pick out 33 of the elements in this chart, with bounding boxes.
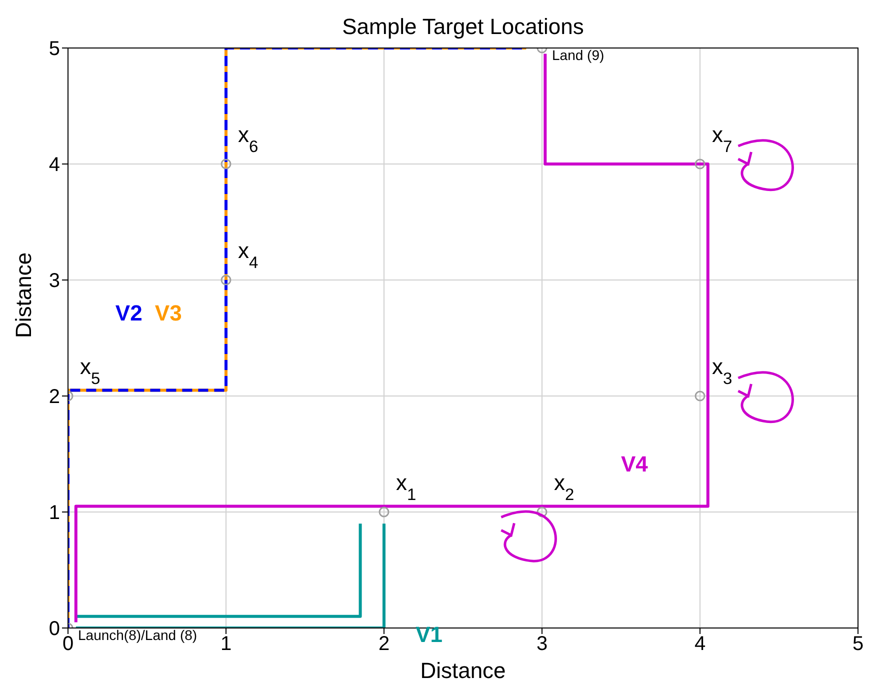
annotation: x$_{2}$: [554, 470, 574, 504]
x-tick-label: 4: [694, 633, 706, 656]
y-tick-label: 3: [48, 270, 60, 292]
x-tick-label: 2: [378, 633, 390, 656]
point: [220, 158, 232, 170]
x-tick-label: 3: [536, 633, 548, 656]
x-tick-label: 5: [852, 633, 864, 656]
annotation: x$_{5}$: [80, 354, 100, 388]
point: [694, 158, 706, 170]
chart-title: Sample Target Locations: [342, 14, 584, 39]
annotation: x$_{1}$: [396, 470, 416, 504]
point: [694, 390, 706, 402]
annotation: x$_{4}$: [238, 238, 258, 272]
y-tick-label: 2: [48, 386, 60, 408]
y-axis-title: Distance: [10, 252, 36, 338]
series-label: V4: [621, 451, 649, 476]
x-axis-title: Distance: [420, 658, 506, 683]
text: V2: [115, 300, 142, 326]
annotation: Launch(8)/Land (8): [78, 627, 198, 644]
series-label: V1: [416, 622, 443, 647]
point: [220, 274, 232, 286]
text: V3: [154, 300, 182, 326]
point: [378, 506, 390, 518]
x-tick-label: 1: [220, 633, 232, 656]
annotation: x$_{7}$: [712, 122, 732, 156]
annotation: Land (9): [552, 47, 604, 64]
y-tick-label: 4: [48, 154, 60, 176]
y-tick-label: 0: [48, 618, 60, 640]
y-tick-label: 5: [48, 38, 60, 60]
annotation: x$_{3}$: [712, 354, 732, 388]
annotation: x$_{6}$: [238, 122, 258, 156]
point: [536, 506, 548, 518]
y-tick-label: 1: [48, 502, 60, 524]
